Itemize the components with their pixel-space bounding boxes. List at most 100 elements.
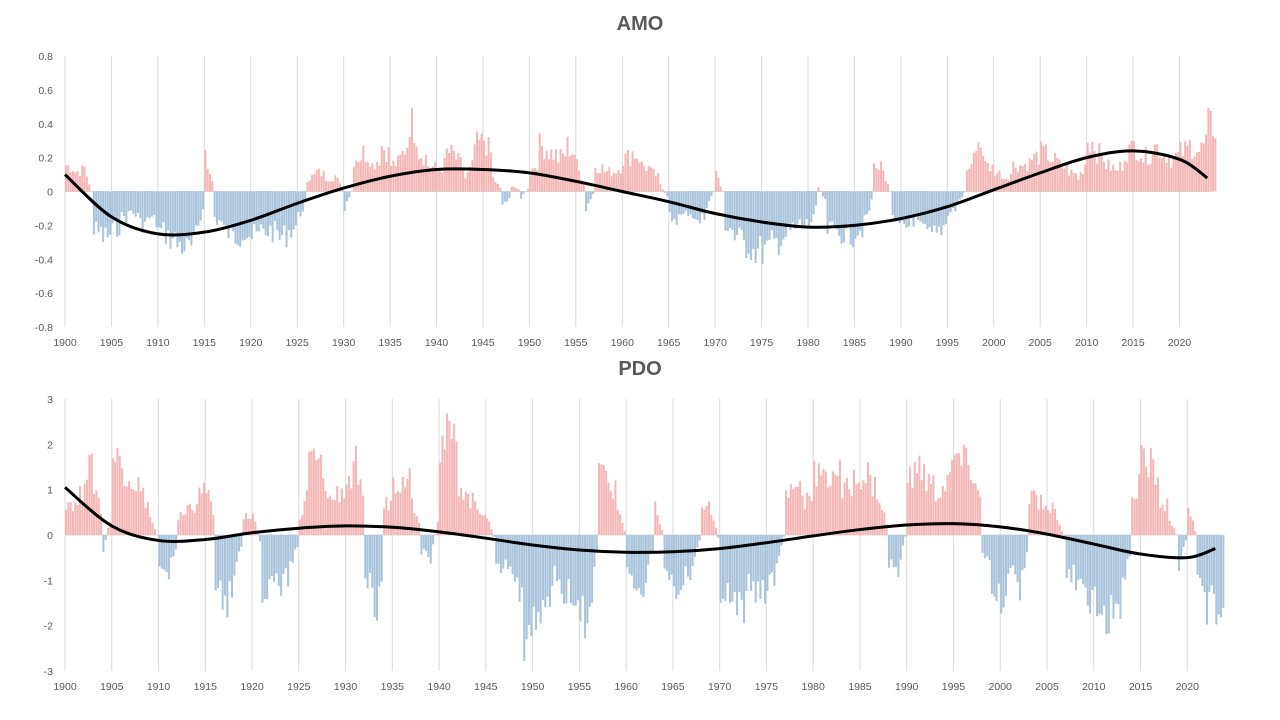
- amo-bar: [329, 181, 332, 192]
- amo-bar: [928, 191, 931, 228]
- amo-bar: [262, 191, 265, 229]
- pdo-x-tick-label: 1930: [334, 681, 358, 693]
- amo-bar: [1205, 134, 1208, 192]
- pdo-bar: [181, 515, 184, 535]
- pdo-bar: [254, 521, 257, 535]
- pdo-bar: [132, 489, 135, 535]
- pdo-bar: [563, 535, 566, 604]
- amo-bar: [933, 191, 936, 226]
- amo-bar: [225, 191, 228, 226]
- pdo-bar: [401, 477, 404, 535]
- pdo-bar: [375, 535, 378, 621]
- pdo-bar: [336, 485, 339, 535]
- pdo-bar: [927, 474, 930, 535]
- pdo-bar: [137, 476, 140, 535]
- amo-bar: [907, 191, 910, 227]
- amo-bar: [740, 191, 743, 230]
- amo-bar: [380, 146, 383, 192]
- pdo-bar: [1135, 498, 1138, 535]
- pdo-bar: [125, 486, 128, 535]
- amo-trend-line: [63, 149, 1209, 237]
- amo-bar: [480, 133, 483, 192]
- pdo-bar: [682, 535, 685, 586]
- pdo-bar: [1039, 494, 1043, 535]
- amo-y-tick-label: -0.6: [35, 288, 53, 300]
- amo-bar: [538, 133, 541, 192]
- pdo-bar: [359, 479, 362, 535]
- pdo-bar: [831, 471, 834, 535]
- pdo-bar: [287, 535, 290, 587]
- pdo-bar: [357, 484, 360, 535]
- pdo-bar: [693, 535, 696, 557]
- amo-bar: [903, 191, 906, 224]
- amo-bar: [803, 191, 806, 226]
- amo-x-tick-label: 1925: [286, 337, 310, 349]
- pdo-bar: [102, 535, 105, 552]
- amo-bar: [1077, 179, 1080, 192]
- pdo-x-tick-label: 1980: [801, 681, 825, 693]
- amo-bar: [575, 159, 578, 192]
- pdo-bar: [130, 488, 133, 535]
- amo-bar: [257, 191, 260, 232]
- pdo-bar: [231, 535, 234, 598]
- pdo-bar: [139, 491, 142, 535]
- pdo-bar: [1156, 477, 1159, 535]
- pdo-bar: [261, 535, 264, 603]
- amo-bar: [248, 191, 251, 237]
- amo-bar: [870, 191, 873, 200]
- amo-bar: [652, 168, 655, 192]
- pdo-bar: [305, 490, 308, 535]
- amo-bar: [856, 191, 859, 236]
- pdo-bar: [845, 478, 848, 535]
- amo-bar: [1035, 151, 1038, 192]
- pdo-bar: [167, 535, 170, 580]
- amo-bar: [443, 158, 446, 192]
- amo-bar: [824, 191, 827, 200]
- amo-y-tick-label: 0.2: [38, 153, 53, 165]
- amo-bar: [169, 191, 172, 249]
- amo-bar: [612, 172, 615, 192]
- pdo-bar: [165, 535, 168, 572]
- amo-bar: [972, 152, 975, 192]
- amo-bar: [605, 171, 609, 192]
- pdo-bar: [518, 535, 521, 602]
- pdo-bar: [822, 468, 825, 535]
- amo-bar: [292, 191, 295, 230]
- pdo-bar: [310, 450, 313, 535]
- amo-bar: [619, 173, 622, 192]
- pdo-bar: [495, 535, 498, 564]
- pdo-bar: [740, 535, 743, 601]
- amo-bar: [510, 186, 513, 192]
- pdo-bar: [705, 505, 708, 535]
- pdo-bar: [1077, 535, 1080, 581]
- pdo-bar: [520, 535, 523, 588]
- amo-bar: [640, 161, 643, 192]
- pdo-bar: [869, 474, 872, 535]
- amo-bar: [585, 191, 588, 212]
- pdo-x-tick-label: 2010: [1082, 681, 1106, 693]
- amo-bar: [336, 178, 339, 192]
- pdo-bar: [920, 480, 923, 535]
- pdo-bar: [1082, 535, 1085, 585]
- pdo-x-tick-label: 2015: [1129, 681, 1153, 693]
- pdo-bar: [546, 535, 549, 597]
- pdo-bar: [1093, 535, 1096, 587]
- pdo-bar: [661, 529, 664, 535]
- pdo-bar: [670, 535, 673, 575]
- pdo-bar: [1177, 535, 1180, 571]
- pdo-bar: [794, 487, 797, 535]
- amo-bar: [798, 191, 801, 220]
- amo-bar: [545, 150, 548, 192]
- amo-bar: [761, 191, 764, 264]
- pdo-bar: [750, 535, 753, 591]
- pdo-bar: [193, 512, 196, 535]
- amo-bar: [318, 168, 321, 192]
- amo-bar: [1123, 160, 1126, 192]
- amo-bar: [914, 191, 917, 214]
- pdo-bar: [453, 423, 456, 535]
- amo-x-tick-label: 1950: [518, 337, 542, 349]
- pdo-bar: [289, 535, 292, 562]
- pdo-bar: [855, 484, 858, 535]
- amo-bar: [160, 191, 163, 229]
- amo-bar: [234, 191, 237, 244]
